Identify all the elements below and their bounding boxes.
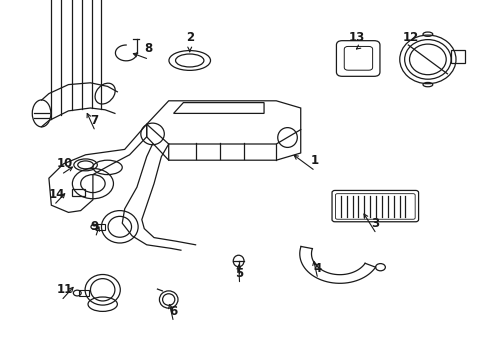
Bar	[450, 50, 464, 63]
Text: 11: 11	[56, 283, 72, 296]
Text: 12: 12	[402, 31, 418, 44]
Text: 4: 4	[313, 262, 321, 275]
Bar	[96, 224, 104, 230]
Text: 5: 5	[235, 267, 243, 280]
Bar	[79, 290, 89, 296]
Text: 2: 2	[185, 31, 193, 44]
Bar	[72, 189, 84, 196]
Text: 7: 7	[90, 114, 99, 127]
Text: 1: 1	[310, 154, 318, 167]
Text: 13: 13	[348, 31, 365, 44]
Text: 3: 3	[371, 217, 379, 230]
Text: 9: 9	[90, 220, 99, 233]
Text: 10: 10	[56, 157, 72, 170]
Text: 6: 6	[169, 305, 177, 318]
Text: 14: 14	[49, 188, 65, 201]
Text: 8: 8	[144, 42, 152, 55]
